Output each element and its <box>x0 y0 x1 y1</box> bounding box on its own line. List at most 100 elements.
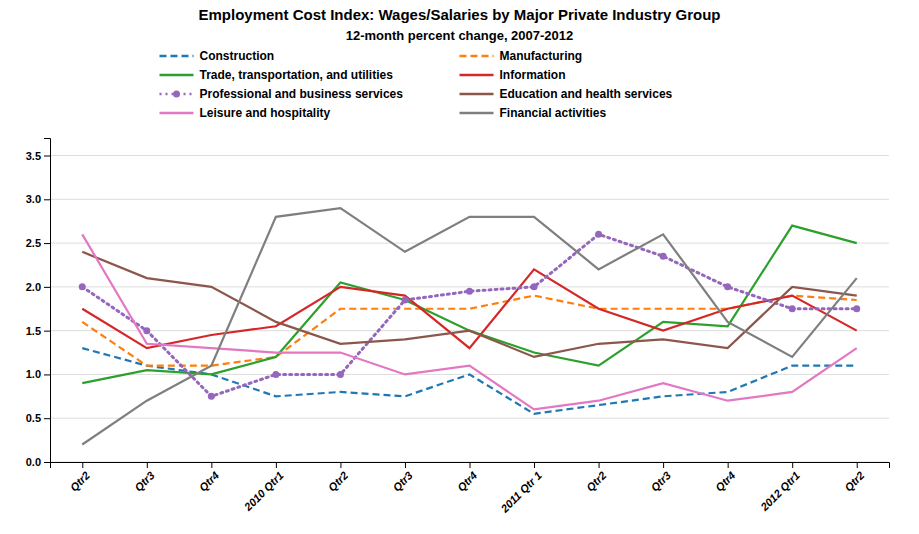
series-marker <box>531 283 538 290</box>
y-tick: 2.5 <box>26 237 50 249</box>
legend-item: Trade, transportation, and utilities <box>160 68 394 82</box>
x-tick-mark <box>534 462 535 468</box>
x-tick-label: Qtr4 <box>197 469 221 493</box>
y-tick-label: 3.0 <box>26 193 41 205</box>
legend-swatch <box>460 55 494 58</box>
x-tick-mark <box>82 462 83 468</box>
y-tick-label: 0.0 <box>26 456 41 468</box>
x-axis-line <box>51 463 890 469</box>
series-line <box>82 348 856 414</box>
grid <box>50 156 889 462</box>
legend-marker <box>173 91 180 98</box>
grid-line <box>50 243 889 244</box>
y-tick: 1.0 <box>26 368 50 380</box>
series-marker <box>789 305 796 312</box>
x-tick: Qtr2 <box>326 462 350 494</box>
legend-swatch <box>460 74 494 77</box>
x-tick-mark <box>728 462 729 468</box>
legend-item: Leisure and hospitality <box>160 106 331 120</box>
chart: Employment Cost Index: Wages/Salaries by… <box>0 0 919 534</box>
title: Employment Cost Index: Wages/Salaries by… <box>198 6 720 23</box>
y-tick-label: 3.5 <box>26 150 41 162</box>
grid-line <box>50 155 889 156</box>
y-tick-mark <box>44 287 50 288</box>
series-marker <box>79 283 86 290</box>
y-tick-mark <box>44 331 50 332</box>
x-tick-mark <box>147 462 148 468</box>
y-tick-label: 1.5 <box>26 325 41 337</box>
series-marker <box>660 253 667 260</box>
series-marker <box>595 231 602 238</box>
x-tick-label: Qtr2 <box>584 469 608 493</box>
x-tick-label: Qtr4 <box>713 469 737 493</box>
x-tick: Qtr4 <box>713 462 737 494</box>
y-tick: 1.5 <box>26 325 50 337</box>
legend-label: Financial activities <box>500 106 607 120</box>
y-tick: 0.5 <box>26 412 50 424</box>
legend-label: Professional and business services <box>200 87 404 101</box>
series-marker <box>401 297 408 304</box>
legend-item: Manufacturing <box>460 49 583 63</box>
x-tick-mark <box>405 462 406 468</box>
x-tick-label: Qtr3 <box>648 469 672 493</box>
y-tick-label: 2.5 <box>26 237 41 249</box>
legend-item: Education and health services <box>460 87 673 101</box>
x-tick-label: Qtr3 <box>390 469 414 493</box>
x-tick-mark <box>792 462 793 468</box>
legend-item: Professional and business services <box>160 87 404 101</box>
legend-label: Manufacturing <box>500 49 583 63</box>
legend-swatch <box>460 112 494 115</box>
marks <box>79 208 860 444</box>
x-tick-mark <box>857 462 858 468</box>
x-tick-label: 2012 Qtr1 <box>757 469 802 514</box>
x-tick: Qtr4 <box>455 462 479 494</box>
series-line <box>82 252 856 357</box>
plot: 0.0 0.5 1.0 1.5 2.0 2.5 3.0 3.5 Qtr2 Qtr3 Qtr4 2010… <box>26 139 890 516</box>
x-tick: Qtr3 <box>132 462 156 494</box>
grid-line <box>50 418 889 419</box>
x-tick: Qtr3 <box>648 462 672 494</box>
x-tick: 2011 Qtr 1 <box>498 462 544 515</box>
series-marker <box>724 283 731 290</box>
y-tick-mark <box>44 243 50 244</box>
series-line <box>82 234 856 409</box>
y-tick-label: 2.0 <box>26 281 41 293</box>
y-tick-label: 0.5 <box>26 412 41 424</box>
x-tick-mark <box>599 462 600 468</box>
legend: Construction Manufacturing Trade, transpor… <box>160 49 673 120</box>
legend-label: Trade, transportation, and utilities <box>200 68 394 82</box>
legend-item: Construction <box>160 49 275 63</box>
grid-line <box>50 286 889 287</box>
y-tick-mark <box>44 199 50 200</box>
legend-label: Leisure and hospitality <box>200 106 331 120</box>
x-tick-label: 2010 Qtr1 <box>241 469 286 514</box>
y-tick-mark <box>44 156 50 157</box>
x-tick-mark <box>663 462 664 468</box>
x-tick-label: Qtr2 <box>842 469 866 493</box>
legend-swatch <box>160 74 194 77</box>
x-axis: Qtr2 Qtr3 Qtr4 2010 Qtr1 Qtr2 Qtr3 Qtr4 2011 Qt… <box>51 462 890 515</box>
y-tick-mark <box>44 374 50 375</box>
x-tick: Qtr2 <box>584 462 608 494</box>
y-tick-mark <box>44 462 50 463</box>
x-tick: Qtr3 <box>390 462 414 494</box>
legend-item: Information <box>460 68 566 82</box>
subtitle: 12-month percent change, 2007-2012 <box>346 28 574 43</box>
series-marker <box>143 327 150 334</box>
y-tick: 3.0 <box>26 193 50 205</box>
x-tick: Qtr2 <box>68 462 92 494</box>
legend-label: Education and health services <box>500 87 673 101</box>
x-tick-label: Qtr2 <box>326 469 350 493</box>
y-tick: 0.0 <box>26 456 50 468</box>
x-tick-label: 2011 Qtr 1 <box>498 469 544 515</box>
legend-label: Construction <box>200 49 275 63</box>
series-line <box>82 226 856 384</box>
series-line <box>82 208 856 444</box>
y-axis-line <box>44 139 51 463</box>
x-tick: 2012 Qtr1 <box>757 462 802 514</box>
x-tick-mark <box>276 462 277 468</box>
x-tick-mark <box>470 462 471 468</box>
x-tick: 2010 Qtr1 <box>241 462 286 514</box>
y-tick-mark <box>44 418 50 419</box>
x-tick-label: Qtr4 <box>455 469 479 493</box>
